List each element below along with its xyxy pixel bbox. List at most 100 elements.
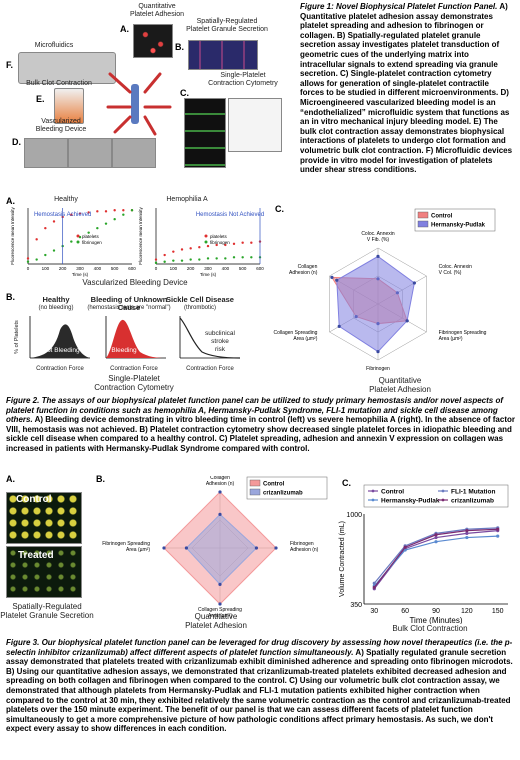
x-tick-label: 90 bbox=[432, 608, 440, 615]
data-point-fibrinogen bbox=[154, 261, 158, 265]
x-tick-label: 30 bbox=[370, 608, 378, 615]
radar-area-Hermansky-Pudlak bbox=[336, 255, 415, 353]
x-tick-label: 0 bbox=[27, 266, 30, 271]
vascular-image-3 bbox=[112, 138, 156, 168]
data-point-platelets bbox=[96, 210, 99, 213]
data-point-platelets bbox=[232, 242, 236, 246]
dist-sub-bleeding: (hemostasis tests are "normal") bbox=[87, 305, 171, 311]
radar-axis-label: Fibrinogen Spreading Area (µm²) bbox=[102, 541, 150, 553]
center-tube-icon bbox=[131, 84, 139, 124]
x-tick-label: 300 bbox=[204, 266, 212, 271]
radar-axis-label-line: Collagen bbox=[210, 476, 230, 481]
data-point-Hermansky-Pudlak bbox=[496, 534, 500, 538]
fig2-panel-b: B. bbox=[6, 292, 15, 302]
x-axis-label: Time (Minutes) bbox=[409, 616, 462, 624]
radar-axis-label-line: Collagen bbox=[298, 264, 318, 270]
fig2-healthy-title: Healthy bbox=[54, 196, 78, 203]
dist-sub-sickle: (thrombotic) bbox=[183, 305, 216, 311]
legend-label-Control: Control bbox=[381, 489, 404, 496]
radar-axis-label-line: Adhesion (n) bbox=[290, 547, 319, 553]
fig3-bulk-chart: 30 60 90 120 150 350 1000 Time (Minutes) Volume … bbox=[339, 484, 509, 624]
data-point-platelets bbox=[163, 253, 166, 257]
series-line-Control bbox=[373, 530, 498, 590]
radar-point-crizanlizumab bbox=[254, 546, 258, 550]
legend-marker-fibrinogen bbox=[76, 240, 80, 244]
data-point-fibrinogen bbox=[87, 231, 90, 234]
legend-box bbox=[414, 208, 496, 232]
data-point-platelets bbox=[26, 257, 30, 260]
data-point-Control bbox=[434, 535, 438, 540]
radar-axis-label: Collagen Spreading Area (µm²) bbox=[198, 607, 242, 619]
x-tick-label: 200 bbox=[59, 266, 67, 271]
fig3-panel-b: B. bbox=[96, 474, 105, 484]
radar-point-Hermansky-Pudlak bbox=[405, 319, 409, 323]
dist-xlabel-3: Contraction Force bbox=[186, 366, 234, 372]
annotation-text: Hemostasis Not Achieved bbox=[196, 212, 264, 218]
radar-axis-label-line: Area (µm²) bbox=[208, 613, 232, 619]
radar-axis-label-line: Fibrinogen bbox=[366, 366, 390, 372]
data-point-Hermansky-Pudlak bbox=[434, 540, 438, 544]
x-tick-label: 400 bbox=[94, 266, 102, 271]
vascular-image-2 bbox=[68, 138, 112, 168]
dist-overlay-sickle: subclinical stroke risk bbox=[205, 330, 235, 353]
y-axis-label: Fluorescence mean Intensity bbox=[138, 206, 143, 264]
legend-marker-crizanlizumab bbox=[441, 498, 445, 502]
annotation-text: Hemostasis Achieved bbox=[34, 212, 91, 218]
legend-swatch-Control bbox=[249, 479, 261, 487]
y-axis-label: Fluorescence mean Intensity bbox=[10, 206, 15, 264]
data-point-platelets bbox=[224, 243, 227, 247]
radar-axis-label: Fibrinogen Adhesion (n) bbox=[290, 541, 319, 553]
data-point-Control bbox=[465, 531, 469, 535]
data-point-fibrinogen bbox=[96, 226, 99, 230]
microfluidics-image bbox=[18, 52, 116, 84]
legend-label-platelets: platelets bbox=[210, 234, 228, 239]
fig1-caption-body: A) Quantitative platelet adhesion assay … bbox=[300, 2, 513, 175]
x-tick-label: 300 bbox=[76, 266, 84, 271]
x-tick-label: 600 bbox=[256, 266, 264, 271]
x-tick-label: 100 bbox=[42, 266, 50, 271]
data-point-fibrinogen bbox=[224, 257, 227, 260]
fig1-granule-label: Spatially-Regulated Platelet Granule Sec… bbox=[186, 18, 268, 33]
radar-point-Control bbox=[274, 546, 278, 550]
legend-label-Hermansky-Pudlak: Hermansky-Pudlak bbox=[431, 223, 486, 229]
dist-xlabel-2: Contraction Force bbox=[110, 366, 158, 372]
fig2-caption: Figure 2. The assays of our biophysical … bbox=[6, 396, 516, 454]
data-point-crizanlizumab bbox=[403, 545, 407, 549]
data-point-platelets bbox=[215, 243, 218, 247]
radar-axis-label-line: Collagen Spreading bbox=[198, 607, 242, 613]
fig3-radar-label: Quantitative Platelet Adhesion bbox=[185, 612, 247, 630]
legend-label-fibrinogen: fibrinogen bbox=[210, 240, 230, 245]
legend-swatch-Control bbox=[417, 211, 429, 219]
treated-microdots-image bbox=[6, 546, 82, 598]
fig2-line-chart-hemophilia: 0 100 200 300 400 500 600 Time (s) Fluorescence … bbox=[138, 206, 264, 277]
data-point-fibrinogen bbox=[180, 259, 184, 262]
x-tick-label: 150 bbox=[492, 608, 504, 615]
data-point-platelets bbox=[44, 226, 47, 230]
data-point-platelets bbox=[104, 210, 108, 213]
y-axis-label: Volume Contracted (mL) bbox=[339, 521, 346, 597]
data-point-Hermansky-Pudlak bbox=[465, 535, 469, 540]
fig1-microfluidics-label: Microfluidics bbox=[34, 42, 74, 49]
data-point-platelets bbox=[52, 220, 56, 223]
radar-point-Hermansky-Pudlak bbox=[337, 324, 341, 328]
fig3-caption-body: A) Spatially regulated granule secretion… bbox=[6, 647, 513, 734]
contraction-image-stack bbox=[184, 98, 226, 168]
fig1-caption: Figure 1: Novel Biophysical Platelet Fun… bbox=[300, 2, 515, 175]
data-point-fibrinogen bbox=[130, 209, 134, 212]
x-axis-label: Time (s) bbox=[200, 272, 217, 277]
data-point-crizanlizumab bbox=[496, 527, 500, 531]
radar-point-Control bbox=[330, 275, 334, 279]
x-tick-label: 60 bbox=[401, 608, 409, 615]
radar-axis-label: Collagen Adhesion (n) bbox=[289, 264, 318, 276]
fig3-caption: Figure 3. Our biophysical platelet funct… bbox=[6, 638, 516, 734]
y-tick-label: 1000 bbox=[346, 512, 362, 519]
data-point-fibrinogen bbox=[241, 256, 244, 259]
legend-label-FLI-1 Mutation: FLI-1 Mutation bbox=[451, 489, 495, 496]
control-microdots-image bbox=[6, 492, 82, 544]
adhesion-image bbox=[133, 24, 173, 58]
x-tick-label: 500 bbox=[111, 266, 119, 271]
fig3-radar-chart: Collagen Adhesion (n)Fibrinogen Adhesion (… bbox=[102, 476, 328, 619]
legend-label-Hermansky-Pudlak: Hermansky-Pudlak bbox=[381, 498, 440, 505]
data-point-fibrinogen bbox=[250, 256, 253, 259]
radar-axis-label: Fibrinogen Spreading Area (µm²) bbox=[439, 330, 487, 342]
